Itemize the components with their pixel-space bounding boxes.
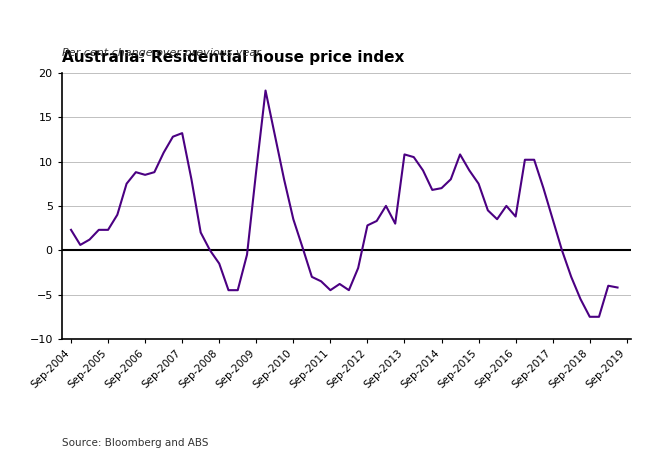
Text: Australia: Residential house price index: Australia: Residential house price index: [62, 50, 404, 65]
Text: Source: Bloomberg and ABS: Source: Bloomberg and ABS: [62, 438, 208, 448]
Text: Per cent change over previous year: Per cent change over previous year: [62, 48, 261, 58]
